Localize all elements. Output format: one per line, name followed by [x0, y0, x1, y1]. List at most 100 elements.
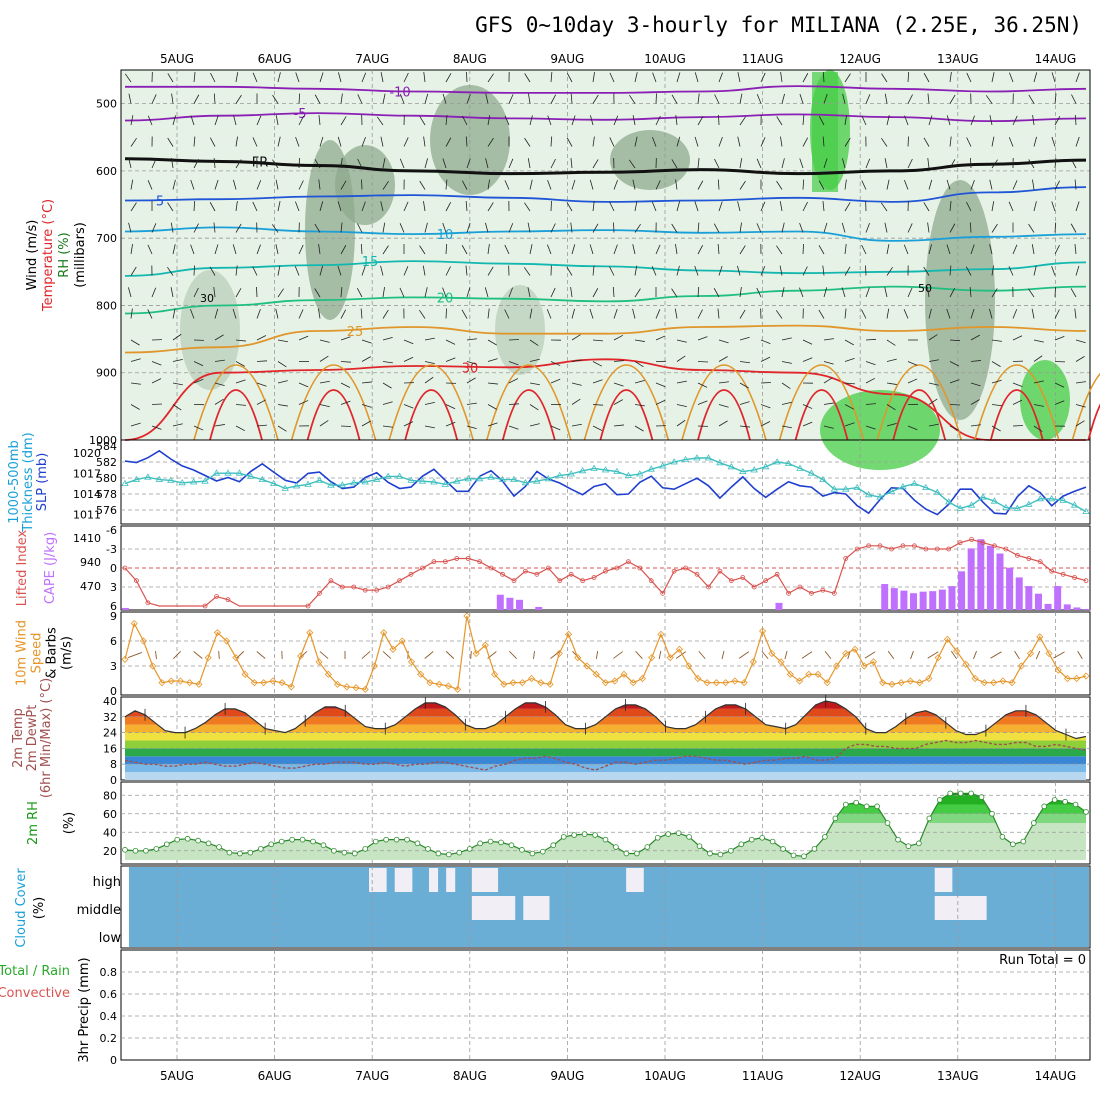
wind-barb — [884, 222, 888, 233]
wind-speed-marker — [879, 679, 887, 687]
wind-barb — [907, 94, 913, 104]
cape-bar — [958, 571, 966, 610]
warm-contour — [1071, 372, 1100, 441]
wind-barb — [527, 287, 531, 298]
wind-speed-marker — [352, 684, 360, 692]
wind-barb — [424, 158, 428, 169]
wind-barb — [361, 404, 372, 408]
wind-barb — [991, 201, 995, 212]
wind-barb — [319, 420, 329, 427]
wind-barb — [1075, 420, 1085, 427]
thickness-marker — [693, 454, 701, 461]
wind-barb — [485, 222, 489, 233]
cape-bar — [122, 607, 129, 610]
wind-barb — [382, 401, 393, 405]
wind-barb — [970, 157, 972, 169]
temp2m-axis-label: 2m DewPt — [25, 705, 40, 772]
wind-barb — [424, 337, 435, 341]
isotherm-label: 5 — [156, 195, 164, 210]
thickness-marker — [807, 469, 816, 476]
wind-barb — [760, 382, 772, 384]
wind-barb — [319, 380, 330, 384]
thickness-marker — [533, 477, 541, 484]
wind-barb — [233, 179, 237, 190]
isotherm-line — [124, 285, 1087, 315]
lifted-index-marker — [1060, 571, 1066, 577]
wind-barb — [886, 358, 897, 362]
lifted-index-marker — [843, 556, 849, 561]
warm-contour — [290, 364, 377, 441]
wind-barb — [927, 158, 930, 169]
wind-speed-marker — [287, 683, 295, 691]
wind-barb — [674, 308, 678, 319]
lifted-index-marker — [1049, 568, 1055, 574]
thickness-marker — [727, 463, 736, 470]
cloud-axis-label: (%) — [32, 897, 47, 920]
wind-speed-marker — [814, 670, 822, 678]
rh-marker — [665, 831, 671, 837]
wind-barb — [781, 93, 785, 104]
wind-speed-marker — [888, 680, 896, 688]
wind-barb — [424, 93, 429, 104]
thickness-marker — [945, 498, 953, 505]
cloud-level-label: middle — [77, 903, 121, 918]
wind-barb — [424, 222, 428, 233]
wind-barb — [151, 403, 163, 405]
rh-marker — [466, 846, 473, 852]
wind-barb — [318, 115, 321, 126]
cloud-cell-middle — [934, 896, 944, 920]
wind-barb — [403, 339, 414, 345]
wind-barb — [737, 72, 741, 83]
lifted-index-marker — [969, 537, 974, 542]
wind-barb — [529, 423, 540, 427]
lifted-index-marker — [923, 546, 929, 552]
wind-barb — [445, 115, 448, 126]
surface-wind-barb — [761, 650, 769, 660]
wind-barb — [927, 287, 930, 298]
wind-barb — [923, 137, 930, 147]
lifted-index-marker — [1026, 556, 1032, 561]
cloud-cell-high — [471, 868, 481, 892]
rh-marker — [425, 846, 431, 852]
wind-barb — [737, 201, 741, 212]
rh-marker — [989, 810, 995, 817]
wind-barb — [360, 243, 363, 255]
wind-barb — [675, 244, 678, 255]
isotherm-line — [124, 226, 1087, 242]
wind-barb — [466, 377, 476, 384]
lifted-index-marker — [557, 578, 563, 584]
wind-barb — [760, 201, 766, 212]
cape-bar — [919, 591, 927, 610]
wind-barb — [357, 158, 363, 169]
date-label-top: 7AUG — [355, 52, 389, 66]
lifted-index-marker — [660, 590, 666, 596]
wind-barb — [655, 180, 661, 190]
lifted-index-marker — [957, 540, 963, 546]
wind-barb — [1075, 72, 1080, 83]
cloud-frame — [120, 865, 1091, 949]
wind-barb — [970, 360, 981, 362]
wind-barb — [822, 136, 825, 147]
wind-barb — [718, 114, 720, 126]
wind-barb — [676, 136, 681, 147]
wind-barb — [546, 309, 552, 319]
warm-contour — [306, 389, 361, 441]
wind-barb — [357, 223, 363, 233]
wind-speed-marker — [241, 670, 249, 678]
wind-barb — [613, 308, 618, 319]
rh-marker — [936, 797, 943, 803]
wind-barb — [508, 403, 520, 405]
wind-speed-marker — [306, 629, 314, 637]
wind-barb — [927, 222, 930, 233]
wind-barb — [318, 308, 321, 319]
wind-barb — [671, 223, 678, 233]
thickness-tick-label: 578 — [96, 488, 117, 501]
wind-barb — [167, 266, 174, 276]
rh-bright-bands — [125, 793, 1086, 823]
wind-barb — [1028, 159, 1035, 169]
wind-barb — [271, 224, 279, 233]
cloud-level-label: low — [99, 931, 122, 946]
wind-barb — [592, 425, 603, 431]
rh-marker — [707, 850, 713, 857]
cloud-cell-middle — [943, 896, 953, 920]
